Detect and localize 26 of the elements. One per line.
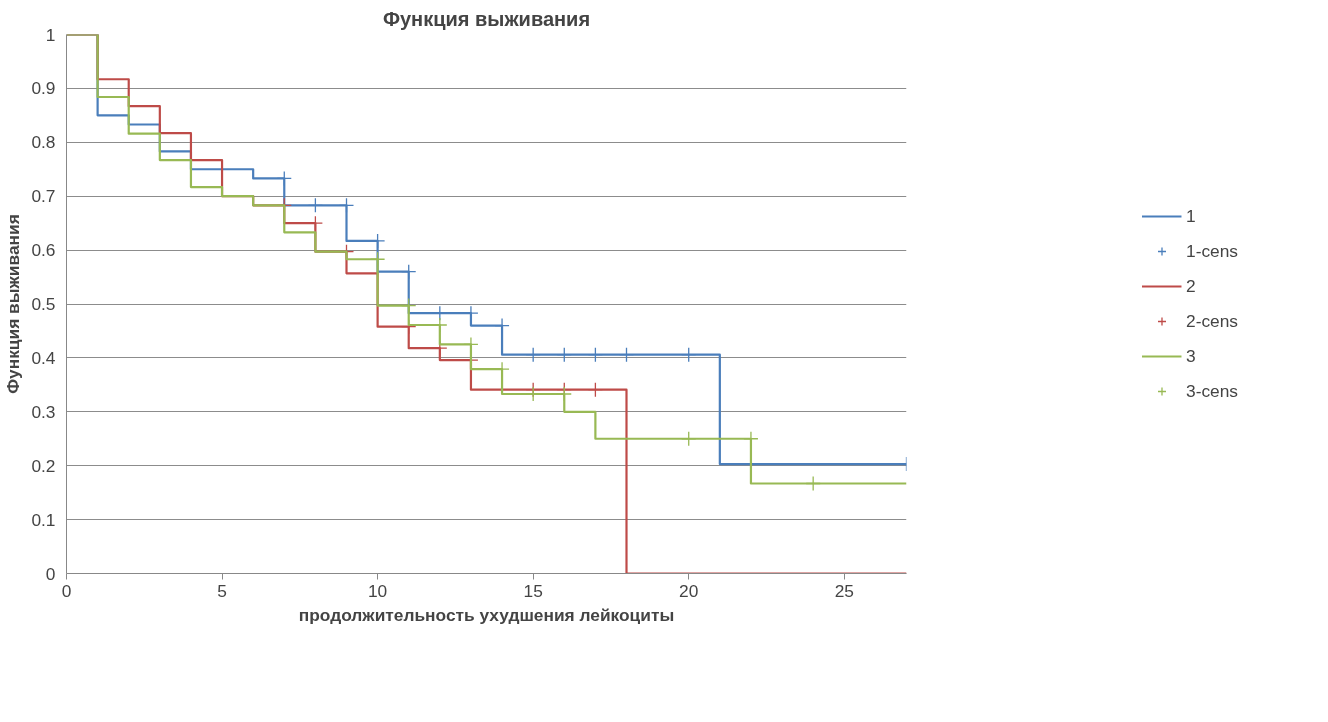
y-axis-title: Функция выживания — [3, 214, 24, 394]
legend-label: 1-cens — [1185, 240, 1239, 262]
y-tick-label: 1 — [45, 24, 56, 45]
y-tick-label: 0.6 — [31, 240, 56, 261]
y-tick-label: 0.2 — [31, 455, 56, 476]
legend-label: 3-cens — [1185, 380, 1239, 402]
legend-label: 2-cens — [1185, 310, 1239, 332]
x-tick-label: 5 — [217, 580, 227, 601]
legend-label: 3 — [1185, 345, 1197, 367]
x-tick-label: 15 — [523, 580, 543, 601]
x-tick-label: 20 — [679, 580, 699, 601]
y-tick-label: 0.1 — [31, 509, 56, 530]
legend-label: 1 — [1185, 205, 1197, 227]
x-tick-label: 25 — [834, 580, 854, 601]
y-tick-label: 0.4 — [31, 347, 56, 368]
y-tick-label: 0.9 — [31, 78, 56, 99]
legend-label: 2 — [1185, 275, 1197, 297]
y-tick-label: 0.7 — [31, 186, 56, 207]
x-tick-label: 0 — [61, 580, 72, 601]
y-tick-label: 0.8 — [31, 132, 56, 153]
y-tick-label: 0.3 — [31, 401, 56, 422]
x-tick-label: 10 — [367, 580, 388, 601]
y-tick-label: 0.5 — [31, 294, 56, 314]
y-tick-label: 0 — [45, 563, 56, 584]
chart-title: Функция выживания — [382, 7, 591, 30]
x-axis-title: продолжительность ухудшения лейкоциты — [298, 604, 675, 625]
